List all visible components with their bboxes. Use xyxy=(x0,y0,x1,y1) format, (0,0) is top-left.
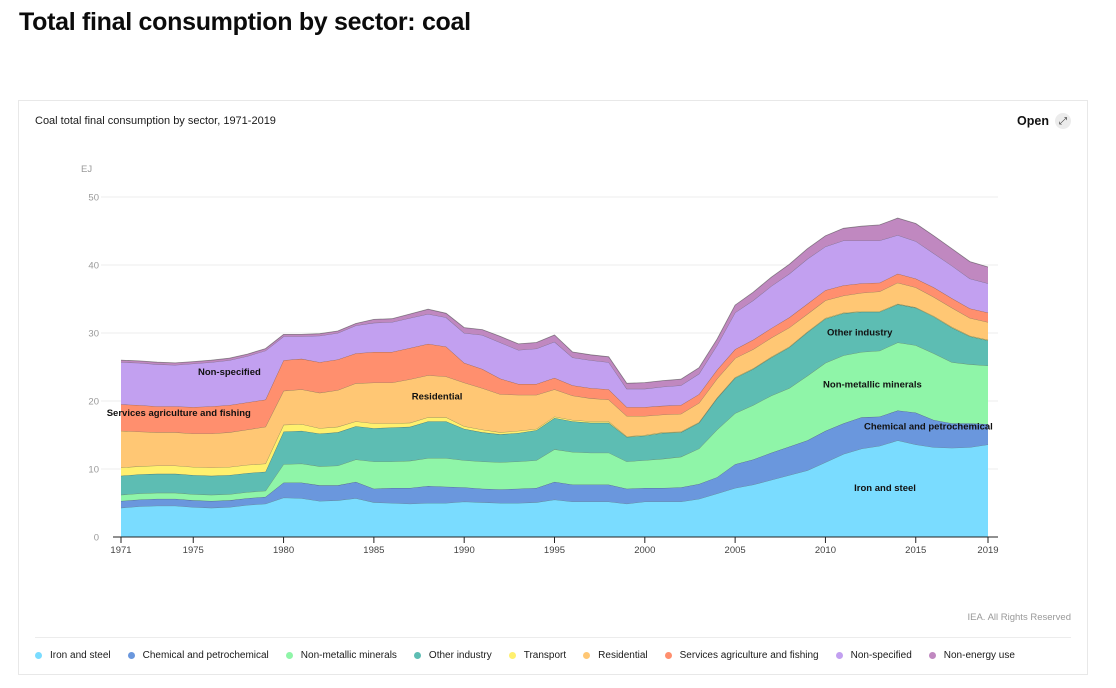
series-label: Non-specified xyxy=(198,367,261,378)
legend-label: Other industry xyxy=(428,650,492,661)
legend-divider xyxy=(35,637,1071,638)
x-tick-label: 1971 xyxy=(110,545,131,556)
legend-label: Transport xyxy=(523,650,567,661)
y-tick-label: 0 xyxy=(94,533,99,544)
area-non-metallic-minerals[interactable] xyxy=(121,342,988,502)
area-non-energy-use[interactable] xyxy=(121,218,988,389)
x-tick-label: 1995 xyxy=(544,545,565,556)
x-axis: 1971 1975 1980 1985 1990 1995 2000 2005 2010 2015… xyxy=(110,536,999,556)
legend-label: Non-energy use xyxy=(943,650,1015,661)
legend-item[interactable]: Services agriculture and fishing xyxy=(664,650,819,661)
chart-legend: Iron and steel Chemical and petrochemical… xyxy=(35,650,1032,661)
legend-label: Non-specified xyxy=(850,650,912,661)
x-tick-label: 2010 xyxy=(815,545,836,556)
area-edge xyxy=(120,217,989,384)
legend-dot-icon xyxy=(127,652,135,659)
series-label: Services agriculture and fishing xyxy=(107,408,251,419)
legend-dot-icon xyxy=(413,652,421,659)
y-tick-label: 20 xyxy=(88,397,99,408)
y-tick-label: 40 xyxy=(88,261,99,272)
legend-item[interactable]: Transport xyxy=(508,650,567,661)
y-tick-label: 30 xyxy=(88,329,99,340)
page-title: Total final consumption by sector: coal xyxy=(19,8,471,36)
legend-item[interactable]: Other industry xyxy=(413,650,492,661)
expand-arrows-icon: ⤢ xyxy=(1055,113,1071,129)
chart-card: Coal total final consumption by sector, … xyxy=(18,100,1088,675)
credit-text: IEA. All Rights Reserved xyxy=(967,612,1072,623)
legend-label: Non-metallic minerals xyxy=(300,650,397,661)
legend-dot-icon xyxy=(285,652,293,659)
legend-item[interactable]: Chemical and petrochemical xyxy=(127,650,269,661)
legend-item[interactable]: Non-energy use xyxy=(928,650,1015,661)
x-tick-label: 2000 xyxy=(634,545,655,556)
x-tick-label: 1980 xyxy=(273,545,294,556)
x-tick-label: 1985 xyxy=(363,545,384,556)
open-button[interactable]: Open ⤢ xyxy=(1017,113,1071,129)
legend-label: Iron and steel xyxy=(50,650,111,661)
area-iron-and-steel[interactable] xyxy=(121,440,988,537)
x-tick-label: 1990 xyxy=(454,545,475,556)
y-axis-label: EJ xyxy=(81,164,92,175)
legend-label: Residential xyxy=(598,650,648,661)
x-tick-label: 2019 xyxy=(977,545,998,556)
area-other-industry[interactable] xyxy=(121,304,988,495)
y-axis-ticks: 0 10 20 30 40 50 xyxy=(88,193,99,544)
legend-item[interactable]: Residential xyxy=(583,650,648,661)
area-services-agriculture-and-fishing[interactable] xyxy=(121,273,988,434)
series-annotations: Non-specified Services agriculture and fi… xyxy=(107,328,993,494)
open-button-label: Open xyxy=(1017,114,1049,128)
legend-label: Services agriculture and fishing xyxy=(679,650,819,661)
legend-item[interactable]: Iron and steel xyxy=(35,650,111,661)
series-label: Other industry xyxy=(827,328,893,339)
legend-label: Chemical and petrochemical xyxy=(142,650,269,661)
legend-dot-icon xyxy=(928,652,936,659)
chart-title: Coal total final consumption by sector, … xyxy=(35,115,276,127)
legend-dot-icon xyxy=(508,652,516,659)
x-tick-label: 2015 xyxy=(905,545,926,556)
area-residential[interactable] xyxy=(121,282,988,468)
area-non-specified[interactable] xyxy=(121,235,988,408)
series-label: Residential xyxy=(412,392,463,403)
legend-item[interactable]: Non-metallic minerals xyxy=(285,650,397,661)
area-chemical-and-petrochemical[interactable] xyxy=(121,410,988,508)
legend-item[interactable]: Non-specified xyxy=(835,650,912,661)
legend-dot-icon xyxy=(583,652,591,659)
series-areas xyxy=(120,217,989,537)
x-tick-label: 2005 xyxy=(725,545,746,556)
y-tick-label: 50 xyxy=(88,193,99,204)
y-tick-label: 10 xyxy=(88,465,99,476)
legend-dot-icon xyxy=(835,652,843,659)
legend-dot-icon xyxy=(664,652,672,659)
series-label: Chemical and petrochemical xyxy=(864,422,993,433)
stacked-area-chart: 0 10 20 30 40 50 EJ 1971 1975 1980 1985 1990 1995 2… xyxy=(81,164,999,556)
series-label: Non-metallic minerals xyxy=(823,379,922,390)
series-label: Iron and steel xyxy=(854,483,916,494)
x-tick-label: 1975 xyxy=(183,545,204,556)
legend-dot-icon xyxy=(35,652,42,659)
